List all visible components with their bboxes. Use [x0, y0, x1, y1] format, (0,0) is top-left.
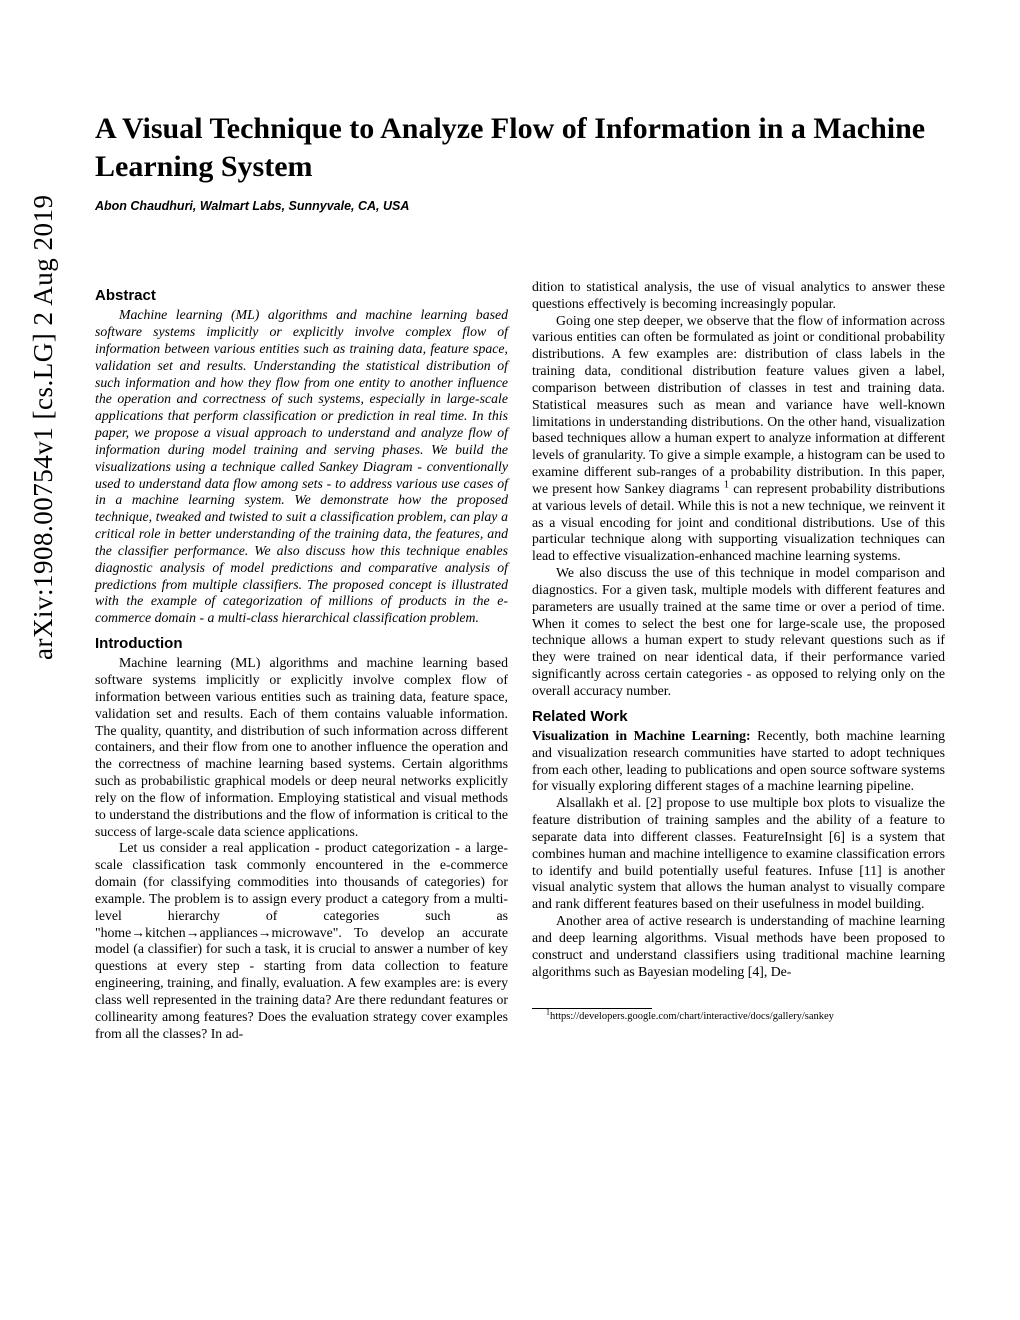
footnote-1: 1https://developers.google.com/chart/int…: [532, 1011, 945, 1024]
paper-title: A Visual Technique to Analyze Flow of In…: [95, 110, 945, 185]
intro-paragraph-1: Machine learning (ML) algorithms and mac…: [95, 655, 508, 840]
abstract-text: Machine learning (ML) algorithms and mac…: [95, 307, 508, 627]
introduction-heading: Introduction: [95, 635, 508, 653]
author-line: Abon Chaudhuri, Walmart Labs, Sunnyvale,…: [95, 199, 945, 213]
page-content: A Visual Technique to Analyze Flow of In…: [95, 110, 945, 1042]
arxiv-identifier: arXiv:1908.00754v1 [cs.LG] 2 Aug 2019: [28, 195, 59, 660]
col2-p2-part-a: Going one step deeper, we observe that t…: [532, 313, 945, 496]
related-work-heading: Related Work: [532, 708, 945, 726]
footnote-rule: [532, 1008, 652, 1009]
abstract-heading: Abstract: [95, 287, 508, 305]
related-runin-heading: Visualization in Machine Learning:: [532, 728, 751, 743]
col2-paragraph-3: We also discuss the use of this techniqu…: [532, 565, 945, 700]
col2-continuation: dition to statistical analysis, the use …: [532, 279, 945, 313]
two-column-body: Abstract Machine learning (ML) algorithm…: [95, 279, 945, 1042]
footnote-text: https://developers.google.com/chart/inte…: [550, 1011, 834, 1022]
related-paragraph-1: Visualization in Machine Learning: Recen…: [532, 728, 945, 795]
col2-paragraph-2: Going one step deeper, we observe that t…: [532, 313, 945, 565]
intro-paragraph-2: Let us consider a real application - pro…: [95, 840, 508, 1042]
related-paragraph-2: Alsallakh et al. [2] propose to use mult…: [532, 795, 945, 913]
related-paragraph-3: Another area of active research is under…: [532, 913, 945, 980]
